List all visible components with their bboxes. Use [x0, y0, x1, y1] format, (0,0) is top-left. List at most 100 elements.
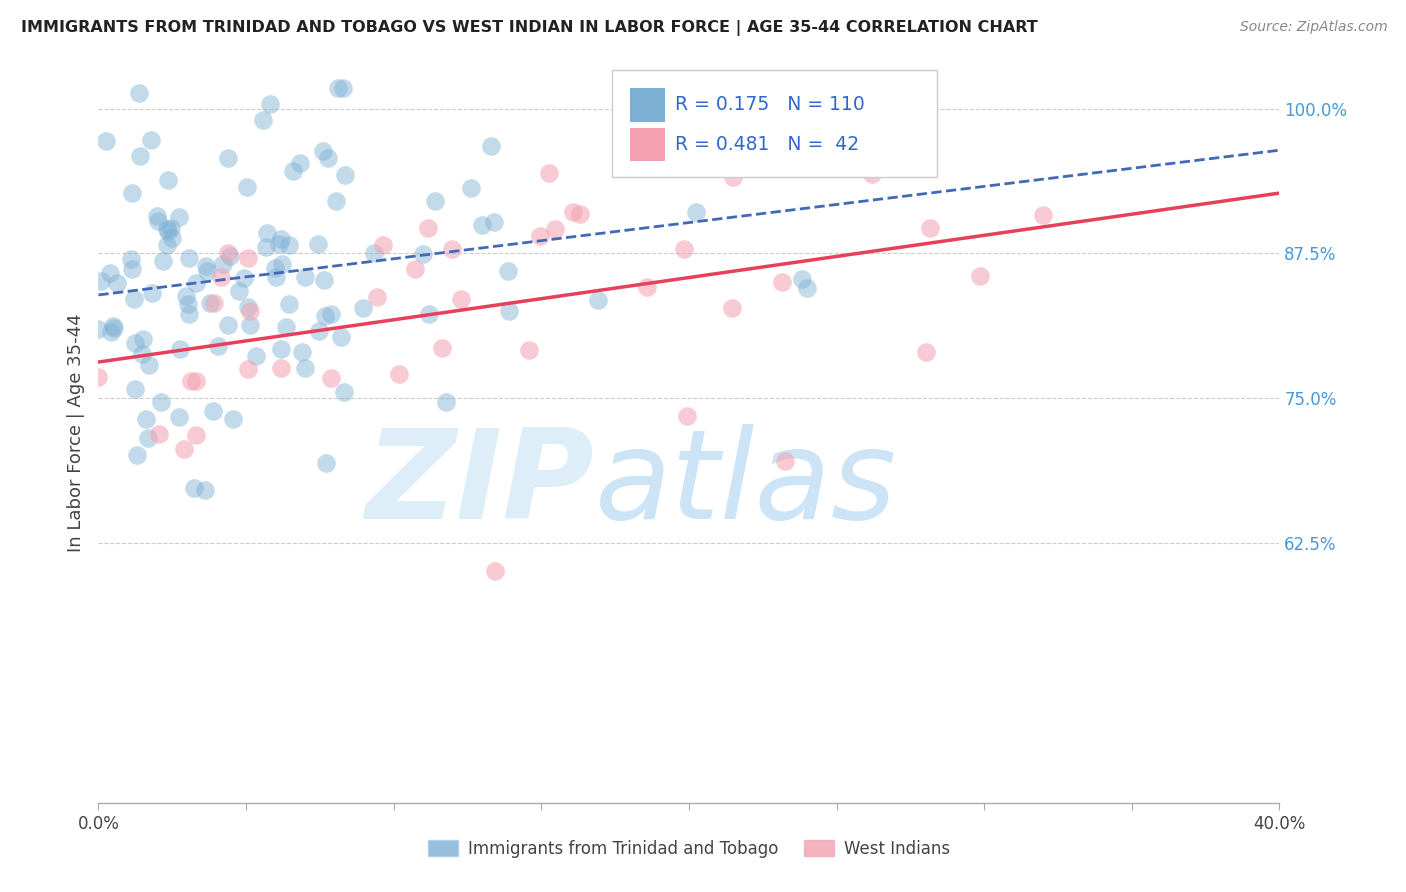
Point [228, 284, 250, 298]
Point [87, 369, 110, 384]
Text: atlas: atlas [595, 424, 897, 545]
Point [152, 254, 174, 268]
Point [207, 339, 229, 353]
Point [150, 395, 173, 409]
Point [124, 335, 146, 350]
Point [217, 318, 239, 333]
FancyBboxPatch shape [612, 70, 936, 178]
Point [236, 362, 259, 376]
Point [124, 293, 146, 307]
Y-axis label: In Labor Force | Age 35-44: In Labor Force | Age 35-44 [66, 313, 84, 552]
Point [636, 280, 658, 294]
Point [423, 194, 446, 208]
Point [418, 307, 440, 321]
Point [202, 404, 225, 418]
Point [676, 409, 699, 424]
Point [138, 358, 160, 372]
Point [256, 226, 278, 240]
Point [195, 260, 218, 274]
Point [529, 228, 551, 243]
Point [264, 261, 287, 276]
Point [325, 194, 347, 208]
Point [316, 152, 339, 166]
Point [561, 205, 583, 219]
Point [315, 456, 337, 470]
Point [254, 240, 277, 254]
Point [101, 319, 124, 334]
Point [103, 320, 125, 334]
Point [100, 326, 122, 340]
Point [685, 205, 707, 219]
Point [128, 149, 150, 163]
Point [673, 242, 696, 256]
Point [259, 96, 281, 111]
Point [773, 453, 796, 467]
Point [484, 215, 506, 229]
Point [291, 344, 314, 359]
Text: R = 0.175   N = 110: R = 0.175 N = 110 [675, 95, 865, 114]
Point [186, 276, 208, 290]
Point [544, 221, 567, 235]
Point [90, 274, 112, 288]
Point [184, 374, 207, 388]
Point [179, 251, 201, 265]
Point [156, 173, 179, 187]
Point [96, 134, 118, 148]
Point [167, 410, 190, 425]
Point [471, 219, 494, 233]
Point [366, 290, 388, 304]
Point [404, 262, 426, 277]
Point [333, 168, 356, 182]
Point [239, 303, 262, 318]
Point [294, 269, 316, 284]
Point [148, 213, 170, 227]
Point [239, 318, 262, 332]
Point [418, 220, 440, 235]
Point [141, 286, 163, 301]
Point [329, 330, 352, 344]
Point [98, 266, 121, 280]
Point [586, 293, 609, 307]
Point [167, 210, 190, 224]
Point [333, 384, 356, 399]
Point [484, 565, 506, 579]
Point [371, 238, 394, 252]
Point [537, 166, 560, 180]
Point [194, 483, 217, 498]
Point [202, 295, 225, 310]
Point [148, 427, 170, 442]
Point [156, 238, 179, 252]
Point [288, 156, 311, 170]
Point [517, 343, 540, 357]
Point [319, 307, 342, 321]
Point [682, 105, 704, 120]
Point [120, 252, 142, 266]
Point [245, 349, 267, 363]
Text: IMMIGRANTS FROM TRINIDAD AND TOBAGO VS WEST INDIAN IN LABOR FORCE | AGE 35-44 CO: IMMIGRANTS FROM TRINIDAD AND TOBAGO VS W… [21, 20, 1038, 36]
Bar [630, 128, 665, 161]
Point [217, 151, 239, 165]
Point [860, 167, 883, 181]
Point [136, 431, 159, 445]
Point [479, 139, 502, 153]
Point [915, 345, 938, 359]
Point [363, 246, 385, 260]
Point [969, 268, 991, 283]
Point [307, 237, 329, 252]
Point [332, 80, 354, 95]
Point [311, 145, 333, 159]
Point [121, 186, 143, 200]
Point [277, 296, 299, 310]
Point [721, 170, 744, 185]
Point [450, 293, 472, 307]
Point [294, 360, 316, 375]
Point [173, 442, 195, 456]
Point [209, 270, 232, 285]
Point [169, 342, 191, 356]
Point [267, 237, 290, 252]
Point [200, 296, 222, 310]
Point [430, 341, 453, 355]
Point [160, 221, 183, 235]
Text: R = 0.481   N =  42: R = 0.481 N = 42 [675, 135, 859, 154]
Point [498, 303, 520, 318]
